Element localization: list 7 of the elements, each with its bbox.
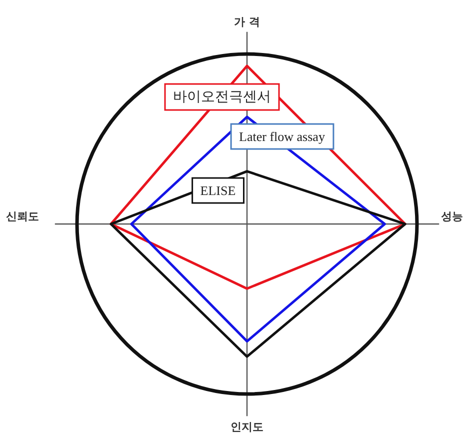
spoke-label: 신뢰도 <box>6 210 39 223</box>
series-label: Later flow assay <box>239 129 326 144</box>
spoke-label: 가 격 <box>234 16 260 29</box>
spoke-label: 성능 <box>441 210 463 223</box>
spoke-label: 인지도 <box>230 420 264 434</box>
series-label: 바이오전극센서 <box>173 89 271 105</box>
series-label: ELISE <box>200 183 236 198</box>
